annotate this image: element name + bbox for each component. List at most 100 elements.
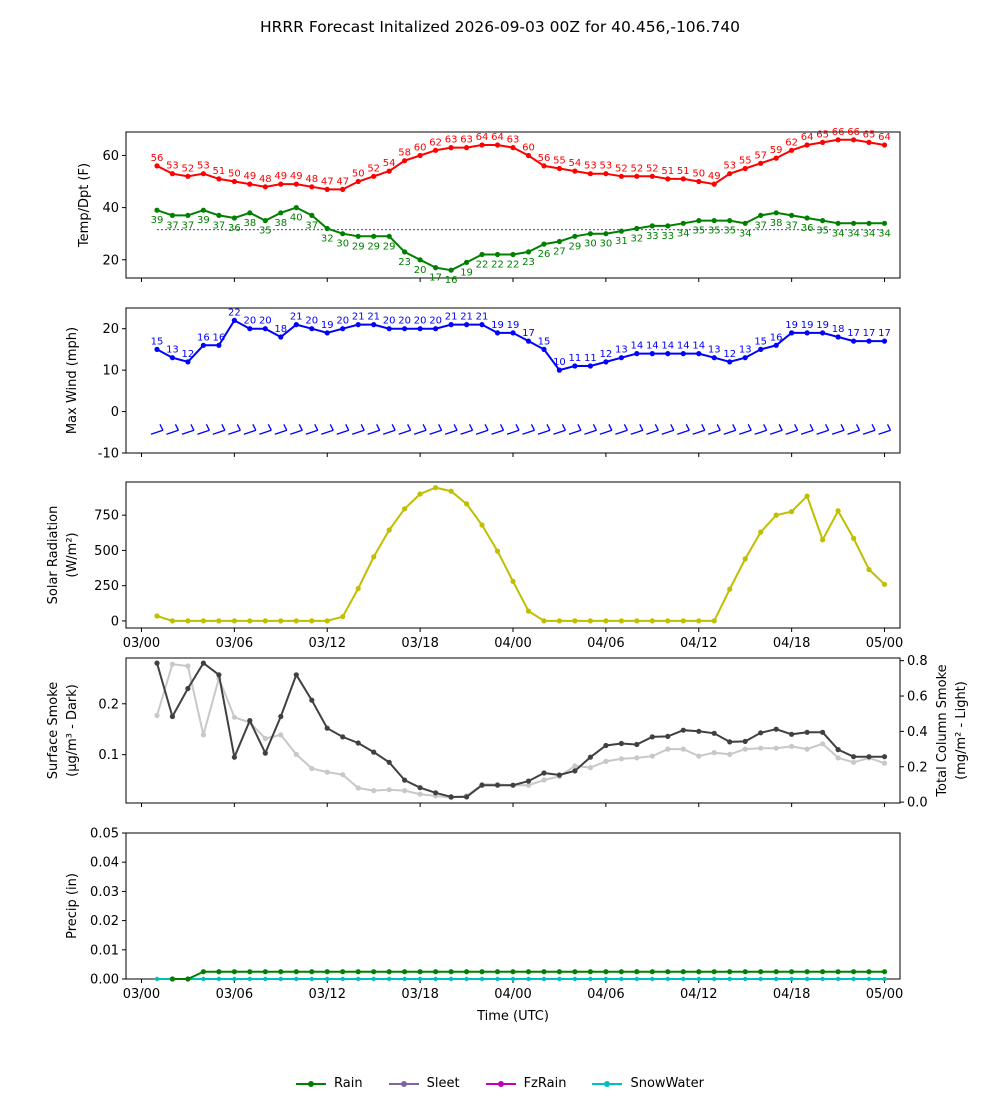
series-solar-point-13 bbox=[355, 585, 361, 592]
series-dewpoint-label-8: 38 bbox=[274, 218, 287, 229]
series-surface-smoke-point-37 bbox=[727, 739, 733, 745]
series-rain-point-17 bbox=[433, 969, 439, 975]
series-temp-point-2 bbox=[185, 173, 191, 179]
series-snowwater-point-28 bbox=[588, 976, 593, 982]
series-snowwater-point-3 bbox=[201, 976, 206, 982]
series-temp-point-46 bbox=[866, 139, 872, 145]
series-dewpoint-point-9 bbox=[293, 205, 299, 211]
panel-2-xtick-label-5: 04/06 bbox=[587, 636, 624, 651]
series-surface-smoke-point-34 bbox=[680, 727, 686, 733]
series-rain-point-36 bbox=[727, 969, 733, 975]
series-surface-smoke-point-43 bbox=[820, 729, 826, 735]
series-dewpoint-label-36: 35 bbox=[708, 226, 721, 237]
series-column-smoke-point-31 bbox=[634, 755, 640, 761]
series-max-wind-point-47 bbox=[881, 338, 888, 344]
legend: Rain Sleet FzRain SnowWater bbox=[0, 1076, 1000, 1091]
series-max-wind-label-14: 21 bbox=[367, 312, 380, 323]
series-surface-smoke-point-15 bbox=[386, 759, 392, 765]
series-max-wind-point-3 bbox=[200, 342, 206, 348]
series-solar-point-33 bbox=[665, 618, 671, 624]
series-column-smoke-point-39 bbox=[758, 745, 764, 751]
series-rain-point-42 bbox=[820, 969, 826, 975]
panel-0-ylabel: Temp/Dpt (F) bbox=[77, 163, 92, 248]
series-dewpoint-point-43 bbox=[820, 218, 826, 224]
series-dewpoint-label-7: 35 bbox=[259, 226, 272, 237]
wind-barb-44 bbox=[831, 423, 845, 435]
series-dewpoint-label-43: 35 bbox=[816, 226, 829, 237]
series-surface-smoke-point-23 bbox=[510, 782, 516, 788]
series-temp-point-15 bbox=[386, 168, 392, 174]
legend-swatch-snowwater bbox=[592, 1079, 623, 1089]
wind-barb-24 bbox=[522, 423, 536, 435]
series-temp-label-41: 62 bbox=[785, 137, 798, 148]
series-temp-label-44: 66 bbox=[832, 127, 845, 138]
series-snowwater-point-11 bbox=[325, 976, 330, 982]
series-dewpoint-label-44: 34 bbox=[832, 228, 845, 239]
series-rain-point-27 bbox=[587, 969, 594, 975]
series-max-wind-label-39: 15 bbox=[754, 336, 767, 347]
series-temp-point-13 bbox=[355, 178, 361, 185]
series-temp-label-42: 64 bbox=[801, 132, 814, 143]
series-dewpoint-point-44 bbox=[835, 220, 841, 226]
panel-3-ylabel-right: Total Column Smoke bbox=[935, 664, 950, 797]
series-temp-label-43: 65 bbox=[816, 129, 829, 140]
wind-barb-33 bbox=[661, 423, 675, 435]
panel-4-xtick-label-6: 04/12 bbox=[680, 987, 717, 1002]
series-surface-smoke-point-5 bbox=[231, 754, 237, 760]
series-column-smoke-point-28 bbox=[587, 765, 594, 771]
series-dewpoint-point-40 bbox=[773, 210, 779, 216]
series-rain-point-39 bbox=[773, 969, 779, 975]
series-surface-smoke-point-26 bbox=[556, 772, 563, 778]
legend-item-sleet: Sleet bbox=[388, 1076, 460, 1091]
series-max-wind-label-45: 17 bbox=[847, 328, 860, 339]
series-dewpoint-point-11 bbox=[324, 225, 330, 232]
series-snowwater-point-30 bbox=[619, 976, 624, 982]
wind-barb-10 bbox=[305, 423, 319, 435]
series-max-wind-point-38 bbox=[742, 355, 748, 361]
series-temp-label-28: 53 bbox=[584, 161, 597, 172]
series-column-smoke-point-40 bbox=[773, 745, 779, 751]
series-max-wind-label-26: 10 bbox=[553, 357, 566, 368]
series-dewpoint-point-31 bbox=[634, 225, 640, 232]
series-temp-label-8: 49 bbox=[274, 171, 287, 182]
series-max-wind-label-15: 20 bbox=[383, 316, 396, 327]
legend-label-rain: Rain bbox=[334, 1076, 363, 1091]
series-dewpoint-point-41 bbox=[789, 212, 795, 218]
series-dewpoint-label-20: 19 bbox=[460, 267, 473, 278]
series-rain-point-19 bbox=[464, 969, 470, 975]
series-dewpoint-point-8 bbox=[278, 210, 284, 216]
series-temp-point-36 bbox=[711, 181, 717, 187]
series-dewpoint-point-4 bbox=[216, 212, 222, 218]
wind-barb-0 bbox=[150, 423, 164, 435]
series-max-wind-label-40: 16 bbox=[770, 332, 783, 343]
series-column-smoke-point-10 bbox=[309, 765, 315, 772]
series-column-smoke-point-34 bbox=[680, 746, 686, 752]
panel-4-ytick-label-4: 0.04 bbox=[90, 856, 119, 871]
series-surface-smoke-point-4 bbox=[216, 672, 222, 678]
series-surface-smoke-point-0 bbox=[154, 660, 160, 666]
series-max-wind-label-38: 13 bbox=[739, 345, 752, 356]
series-dewpoint-line bbox=[156, 206, 885, 272]
series-max-wind-point-4 bbox=[216, 342, 222, 348]
series-max-wind-point-10 bbox=[309, 326, 315, 332]
wind-barb-2 bbox=[181, 423, 195, 435]
series-surface-smoke-point-45 bbox=[851, 754, 857, 760]
series-dewpoint-label-18: 17 bbox=[429, 273, 442, 284]
series-column-smoke-point-35 bbox=[696, 753, 702, 759]
series-max-wind-point-17 bbox=[417, 326, 423, 332]
series-dewpoint-label-13: 29 bbox=[352, 241, 365, 252]
series-temp-label-35: 50 bbox=[692, 169, 705, 180]
panel-1-ytick-label-1: 0 bbox=[111, 405, 119, 420]
series-rain-point-20 bbox=[479, 969, 485, 975]
series-max-wind-label-30: 13 bbox=[615, 345, 628, 356]
series-snowwater-point-14 bbox=[371, 976, 376, 982]
series-max-wind-label-11: 19 bbox=[321, 320, 334, 331]
series-snowwater-point-24 bbox=[526, 976, 531, 982]
series-dewpoint-label-5: 36 bbox=[228, 223, 241, 234]
legend-swatch-fzrain bbox=[485, 1079, 516, 1089]
series-temp-label-30: 52 bbox=[615, 163, 628, 174]
series-rain-point-7 bbox=[278, 969, 284, 975]
series-surface-smoke-point-2 bbox=[185, 685, 191, 692]
series-temp-point-9 bbox=[293, 181, 299, 187]
series-temp-point-38 bbox=[742, 165, 748, 172]
